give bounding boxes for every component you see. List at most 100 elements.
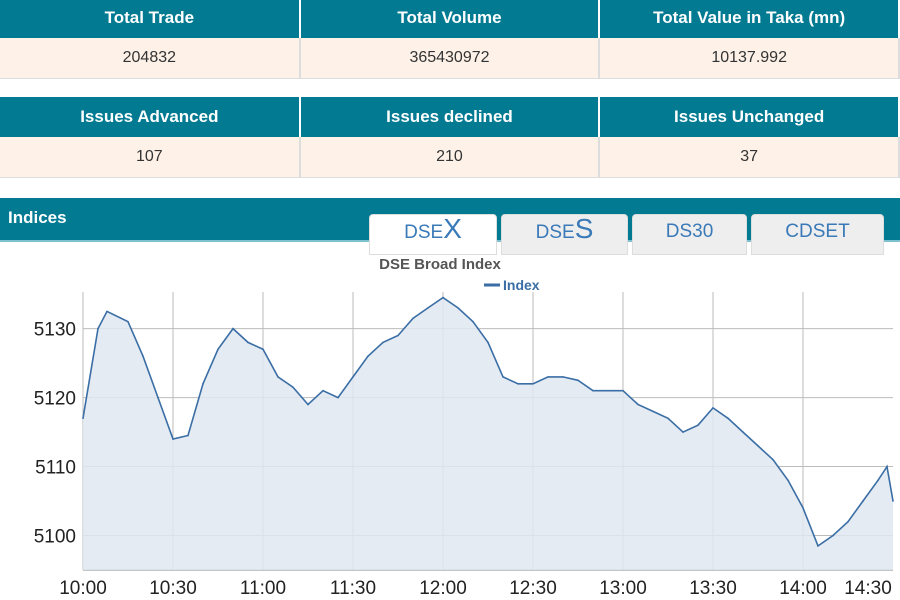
- tab-label: DSE: [404, 222, 444, 243]
- data-point: [847, 520, 849, 523]
- tab-dsex[interactable]: DSEX: [369, 214, 497, 255]
- data-point: [397, 334, 399, 337]
- data-point: [772, 458, 774, 461]
- data-point: [187, 434, 189, 437]
- data-point: [382, 341, 384, 344]
- index-area: [83, 297, 893, 570]
- data-point: [412, 317, 414, 320]
- data-point: [142, 355, 144, 358]
- legend-label[interactable]: Index: [503, 277, 540, 293]
- tab-label-suffix: X: [443, 214, 462, 244]
- x-tick-label: 11:00: [240, 578, 286, 599]
- data-point: [127, 320, 129, 323]
- value-declined: 210: [299, 137, 601, 178]
- data-point: [262, 348, 264, 351]
- data-point: [682, 431, 684, 433]
- tab-label-suffix: S: [574, 214, 594, 244]
- data-point: [172, 438, 174, 440]
- data-point: [322, 389, 324, 392]
- index-line: [82, 296, 894, 548]
- data-point: [667, 417, 669, 420]
- y-tick-label: 5110: [35, 458, 76, 479]
- data-point: [892, 500, 894, 502]
- data-point: [607, 389, 609, 392]
- header-total-value: Total Value in Taka (mn): [599, 0, 900, 38]
- tab-cdset[interactable]: CDSET: [751, 214, 884, 255]
- data-point: [157, 396, 159, 399]
- x-tick-label: 13:00: [599, 578, 647, 599]
- value-total-value: 10137.992: [599, 38, 900, 79]
- value-total-trade: 204832: [0, 38, 301, 79]
- data-point: [487, 341, 489, 344]
- data-point: [442, 296, 444, 299]
- data-point: [106, 310, 108, 313]
- data-point: [532, 382, 534, 385]
- data-point: [886, 465, 888, 468]
- value-total-volume: 365430972: [299, 38, 601, 79]
- data-point: [217, 348, 219, 351]
- value-advanced: 107: [0, 137, 301, 178]
- data-point: [832, 534, 834, 537]
- chart-title: DSE Broad Index: [379, 256, 501, 273]
- data-point: [577, 379, 579, 382]
- data-point: [337, 396, 339, 399]
- x-tick-label: 10:30: [149, 578, 197, 599]
- indices-title: Indices: [8, 208, 67, 227]
- data-point: [757, 445, 759, 447]
- data-point: [472, 320, 474, 323]
- data-point: [862, 500, 864, 502]
- x-tick-label: 11:30: [330, 578, 376, 599]
- issues-summary-table: Issues Advanced Issues declined Issues Unc…: [0, 97, 900, 178]
- data-point: [877, 479, 879, 482]
- x-tick-label: 14:00: [779, 578, 827, 599]
- data-point: [727, 417, 729, 420]
- data-point: [202, 382, 204, 385]
- data-point: [292, 386, 294, 389]
- data-point: [502, 376, 504, 378]
- data-point: [697, 424, 699, 426]
- x-tick-label: 12:00: [419, 578, 467, 599]
- tab-label: CDSET: [785, 221, 850, 242]
- tab-label: DSE: [535, 222, 575, 243]
- data-point: [787, 479, 789, 482]
- data-point: [232, 327, 234, 330]
- data-point: [307, 403, 309, 406]
- x-tick-label: 10:00: [59, 578, 107, 599]
- header-declined: Issues declined: [299, 97, 601, 137]
- x-tick-label: 14:30: [844, 578, 892, 599]
- data-point: [247, 341, 249, 344]
- tab-ds30[interactable]: DS30: [632, 214, 747, 255]
- data-point: [622, 389, 624, 392]
- data-point: [817, 545, 819, 547]
- data-point: [457, 307, 459, 309]
- header-total-trade: Total Trade: [0, 0, 301, 38]
- tab-label: DS30: [665, 221, 714, 242]
- data-point: [712, 407, 714, 409]
- data-point: [562, 376, 564, 378]
- data-point: [517, 382, 519, 385]
- value-unchanged: 37: [599, 137, 900, 178]
- data-point: [427, 307, 429, 309]
- data-point: [637, 403, 639, 406]
- trade-summary-table: Total Trade Total Volume Total Value in Ta…: [0, 0, 900, 79]
- x-tick-label: 13:30: [689, 578, 737, 599]
- x-tick-label: 12:30: [509, 578, 557, 599]
- y-tick-label: 5130: [34, 320, 76, 341]
- y-tick-label: 5100: [34, 527, 76, 548]
- data-point: [592, 389, 594, 392]
- data-point: [802, 507, 804, 509]
- header-advanced: Issues Advanced: [0, 97, 301, 137]
- data-point: [97, 327, 99, 330]
- data-point: [367, 355, 369, 358]
- header-unchanged: Issues Unchanged: [599, 97, 900, 137]
- data-point: [652, 410, 654, 413]
- data-point: [742, 431, 744, 433]
- header-total-volume: Total Volume: [299, 0, 601, 38]
- tab-dses[interactable]: DSES: [501, 214, 628, 255]
- data-point: [352, 376, 354, 378]
- data-point: [277, 376, 279, 378]
- y-tick-label: 5120: [34, 389, 76, 410]
- data-point: [82, 417, 84, 420]
- data-point: [547, 376, 549, 378]
